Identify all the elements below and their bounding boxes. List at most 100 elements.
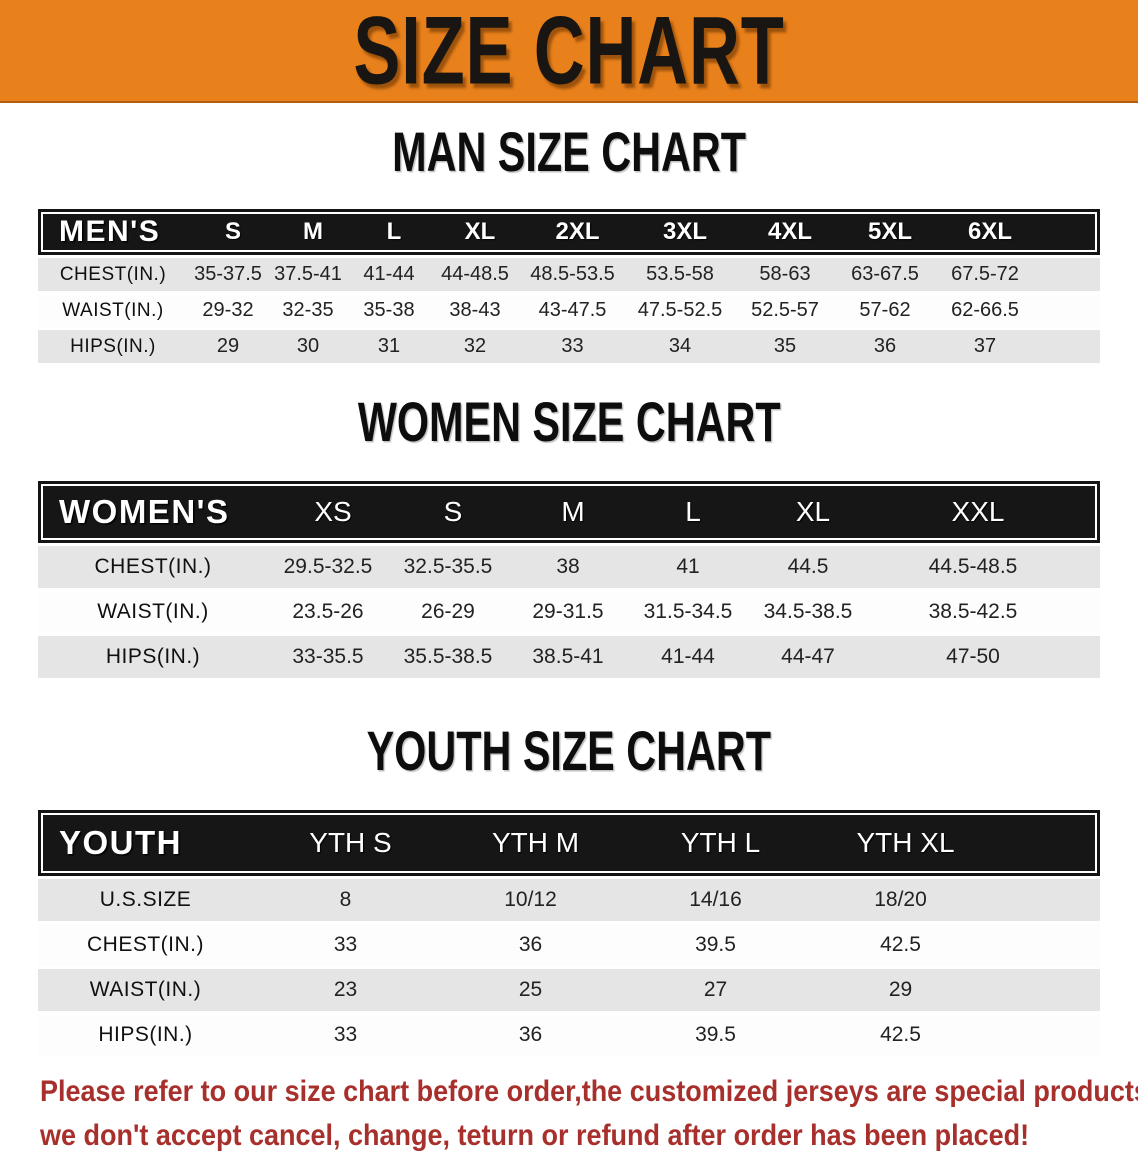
cell: 33 bbox=[333, 933, 358, 956]
cell: 57-62 bbox=[859, 299, 911, 321]
youth-hips-row: HIPS(IN.) 33 36 39.5 42.5 bbox=[38, 1014, 1100, 1056]
men-size-col-l: L bbox=[386, 218, 402, 245]
youth-waist-label: WAIST(IN.) bbox=[89, 978, 202, 1001]
women-hips-row: HIPS(IN.) 33-35.5 35.5-38.5 38.5-41 41-4… bbox=[38, 636, 1100, 678]
cell: 41-44 bbox=[363, 263, 415, 285]
youth-size-table: YOUTH YTH S YTH M YTH L YTH XL U.S.SIZE … bbox=[38, 810, 1100, 1056]
cell: 34.5-38.5 bbox=[763, 600, 853, 623]
men-waist-row: WAIST(IN.) 29-32 32-35 35-38 38-43 43-47… bbox=[38, 294, 1100, 327]
cell: 39.5 bbox=[695, 1023, 736, 1046]
youth-group-label: YOUTH bbox=[59, 824, 182, 861]
cell: 32 bbox=[463, 335, 487, 357]
men-size-col-6xl: 6XL bbox=[967, 218, 1012, 245]
youth-chest-row: CHEST(IN.) 33 36 39.5 42.5 bbox=[38, 924, 1100, 966]
women-chest-label: CHEST(IN.) bbox=[94, 555, 212, 578]
cell: 23.5-26 bbox=[292, 600, 364, 623]
cell: 8 bbox=[339, 888, 352, 911]
men-group-label: MEN'S bbox=[59, 215, 161, 248]
cell: 10/12 bbox=[504, 888, 557, 911]
youth-table-header-frame: YOUTH YTH S YTH M YTH L YTH XL bbox=[38, 810, 1100, 876]
youth-heading-text: YOUTH SIZE CHART bbox=[366, 719, 772, 782]
cell: 67.5-72 bbox=[951, 263, 1019, 285]
women-size-col-s: S bbox=[443, 496, 463, 527]
youth-hips-label: HIPS(IN.) bbox=[98, 1023, 193, 1046]
cell: 33 bbox=[333, 1023, 358, 1046]
cell: 43-47.5 bbox=[538, 299, 607, 321]
cell: 35 bbox=[773, 335, 797, 357]
youth-size-col-xl: YTH XL bbox=[856, 827, 955, 858]
men-size-table: MEN'S S M L XL 2XL 3XL 4XL 5XL 6XL CHEST… bbox=[38, 209, 1100, 363]
cell: 35-38 bbox=[363, 299, 415, 321]
men-chest-row: CHEST(IN.) 35-37.5 37.5-41 41-44 44-48.5… bbox=[38, 258, 1100, 291]
cell: 47.5-52.5 bbox=[637, 299, 723, 321]
women-chest-row: CHEST(IN.) 29.5-32.5 32.5-35.5 38 41 44.… bbox=[38, 546, 1100, 588]
cell: 14/16 bbox=[689, 888, 742, 911]
women-hips-label: HIPS(IN.) bbox=[105, 645, 201, 668]
cell: 58-63 bbox=[759, 263, 811, 285]
disclaimer-line-1: Please refer to our size chart before or… bbox=[40, 1075, 1138, 1108]
size-chart-banner: SIZE CHART bbox=[0, 0, 1138, 103]
men-hips-row: HIPS(IN.) 29 30 31 32 33 34 35 36 37 bbox=[38, 330, 1100, 363]
cell: 34 bbox=[668, 335, 692, 357]
women-group-label: WOMEN'S bbox=[59, 493, 230, 530]
cell: 29.5-32.5 bbox=[283, 555, 373, 578]
cell: 35-37.5 bbox=[194, 263, 262, 285]
women-table-header: WOMEN'S XS S M L XL XXL bbox=[43, 486, 1095, 538]
cell: 38 bbox=[556, 555, 580, 578]
man-heading-text: MAN SIZE CHART bbox=[392, 120, 746, 183]
men-size-col-2xl: 2XL bbox=[555, 218, 600, 245]
cell: 41 bbox=[676, 555, 700, 578]
men-size-col-4xl: 4XL bbox=[767, 218, 812, 245]
women-size-col-xl: XL bbox=[795, 496, 831, 527]
cell: 38-43 bbox=[449, 299, 501, 321]
men-size-col-xl: XL bbox=[464, 218, 496, 245]
banner-title: SIZE CHART bbox=[353, 0, 785, 105]
cell: 29 bbox=[216, 335, 240, 357]
men-size-col-s: S bbox=[224, 218, 241, 245]
cell: 31.5-34.5 bbox=[643, 600, 733, 623]
cell: 38.5-41 bbox=[532, 645, 604, 668]
cell: 44.5 bbox=[787, 555, 829, 578]
cell: 62-66.5 bbox=[951, 299, 1019, 321]
cell: 44-47 bbox=[781, 645, 835, 668]
men-table-header-frame: MEN'S S M L XL 2XL 3XL 4XL 5XL 6XL bbox=[38, 209, 1100, 255]
cell: 38.5-42.5 bbox=[928, 600, 1018, 623]
cell: 25 bbox=[518, 978, 543, 1001]
cell: 53.5-58 bbox=[646, 263, 714, 285]
women-section-heading: WOMEN SIZE CHART bbox=[0, 390, 1138, 461]
cell: 41-44 bbox=[661, 645, 715, 668]
cell: 29 bbox=[888, 978, 913, 1001]
youth-table-header: YOUTH YTH S YTH M YTH L YTH XL bbox=[43, 815, 1095, 871]
cell: 35.5-38.5 bbox=[403, 645, 493, 668]
cell: 47-50 bbox=[946, 645, 1000, 668]
cell: 37.5-41 bbox=[274, 263, 342, 285]
women-waist-label: WAIST(IN.) bbox=[97, 600, 209, 623]
cell: 33 bbox=[561, 335, 584, 357]
cell: 23 bbox=[333, 978, 358, 1001]
cell: 31 bbox=[377, 335, 401, 357]
cell: 42.5 bbox=[880, 933, 921, 956]
men-size-col-5xl: 5XL bbox=[867, 218, 912, 245]
man-section-heading: MAN SIZE CHART bbox=[0, 120, 1138, 191]
youth-size-col-s: YTH S bbox=[309, 827, 392, 858]
women-heading-text: WOMEN SIZE CHART bbox=[357, 390, 781, 453]
youth-ussize-row: U.S.SIZE 8 10/12 14/16 18/20 bbox=[38, 879, 1100, 921]
youth-section-heading: YOUTH SIZE CHART bbox=[0, 719, 1138, 790]
men-chest-label: CHEST(IN.) bbox=[59, 263, 167, 285]
cell: 44.5-48.5 bbox=[928, 555, 1018, 578]
men-size-col-m: M bbox=[303, 218, 323, 245]
men-table-header: MEN'S S M L XL 2XL 3XL 4XL 5XL 6XL bbox=[43, 214, 1095, 250]
cell: 29-32 bbox=[202, 299, 254, 321]
disclaimer-note: Please refer to our size chart before or… bbox=[40, 1070, 1138, 1158]
cell: 30 bbox=[296, 335, 320, 357]
men-size-col-3xl: 3XL bbox=[662, 218, 707, 245]
cell: 29-31.5 bbox=[532, 600, 604, 623]
cell: 44-48.5 bbox=[441, 263, 509, 285]
women-table-header-frame: WOMEN'S XS S M L XL XXL bbox=[38, 481, 1100, 543]
cell: 63-67.5 bbox=[851, 263, 919, 285]
youth-chest-label: CHEST(IN.) bbox=[87, 933, 204, 956]
youth-size-col-m: YTH M bbox=[491, 827, 580, 858]
women-size-col-xxl: XXL bbox=[951, 496, 1005, 527]
cell: 48.5-53.5 bbox=[530, 263, 615, 285]
cell: 26-29 bbox=[421, 600, 475, 623]
